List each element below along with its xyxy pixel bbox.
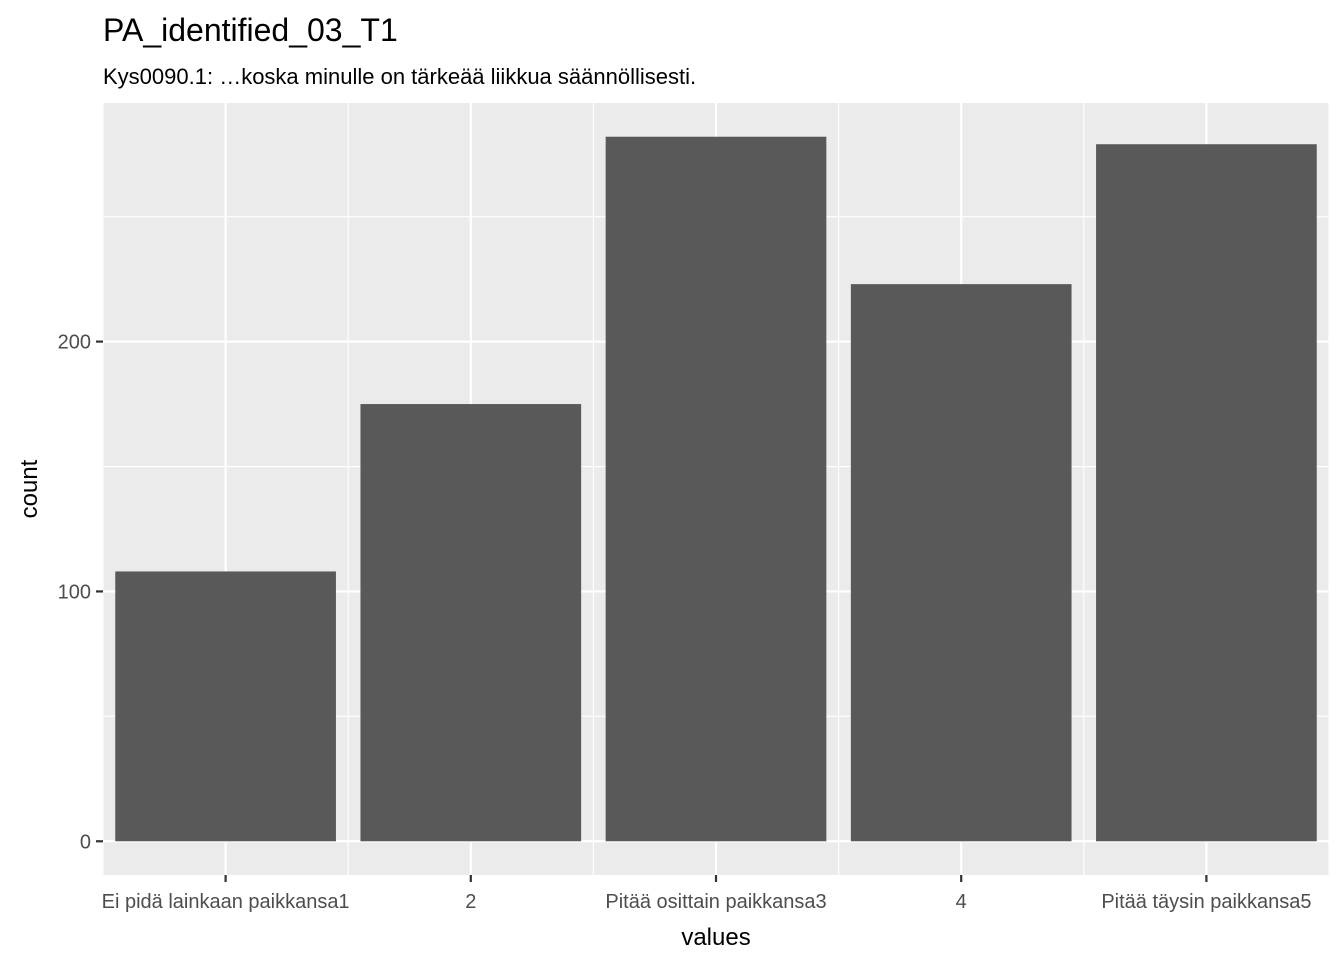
x-axis-title: values [681, 924, 750, 951]
bar [605, 136, 827, 842]
bar [850, 284, 1072, 842]
bars [115, 136, 1317, 842]
x-tick-label: Ei pidä lainkaan paikkansa1 [102, 891, 350, 913]
x-tick-label: 4 [956, 891, 967, 913]
x-tick-label: Pitää täysin paikkansa5 [1101, 891, 1311, 913]
chart-title: PA_identified_03_T1 [103, 12, 398, 48]
chart-subtitle: Kys0090.1: …koska minulle on tärkeää lii… [103, 64, 696, 89]
x-tick-label: Pitää osittain paikkansa3 [605, 891, 826, 913]
bar [360, 404, 582, 842]
x-tick-label: 2 [465, 891, 476, 913]
y-axis-title: count [16, 459, 43, 518]
bar [115, 571, 336, 842]
bar [1096, 144, 1317, 842]
y-tick-label: 200 [58, 332, 91, 354]
axes: 0 100 200 Ei pidä lainkaan paikkansa1 2 Pitää… [58, 332, 1312, 913]
y-tick-label: 100 [58, 581, 91, 603]
y-tick-label: 0 [80, 831, 91, 853]
